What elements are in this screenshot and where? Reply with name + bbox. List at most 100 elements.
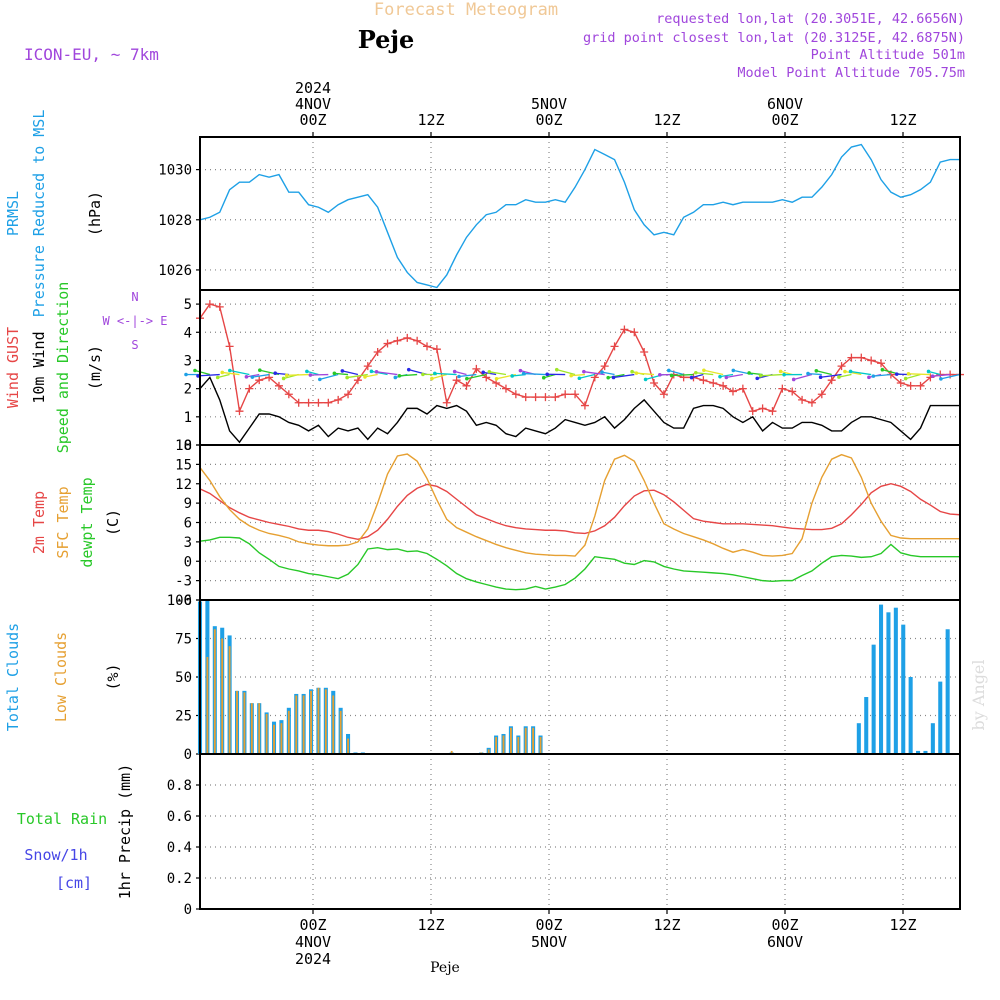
gust-marker (650, 379, 659, 387)
y-tick-label: 0 (184, 747, 192, 763)
precip-legend: [cm] (56, 874, 92, 892)
gust-marker (334, 395, 343, 404)
y-axis-title: Speed and Direction (54, 282, 72, 454)
wind-arrow-head (465, 376, 469, 381)
watermark: by Angel (969, 659, 988, 730)
low-cloud-bar (273, 724, 275, 754)
gust-marker (304, 398, 313, 407)
bottom-time-label: 12Z (417, 916, 444, 934)
wind-arrow (217, 373, 230, 379)
wind-arrow-head (843, 369, 847, 374)
wind-arrow-head (369, 369, 374, 374)
wind-arrow-head (340, 369, 345, 373)
low-cloud-bar (213, 629, 216, 754)
wind-arrow-head (694, 370, 698, 375)
low-cloud-bar (236, 690, 238, 754)
total-cloud-bar (886, 612, 891, 754)
bottom-time-label: 00Z (771, 916, 798, 934)
series-line-10m-wind (199, 376, 960, 444)
y-tick-label: -6 (175, 593, 192, 609)
gust-marker (413, 336, 422, 345)
wind-arrow-head (332, 371, 337, 376)
y-axis-labels: PRMSL Pressure Reduced to MSL (hPa) Wind GU… (4, 110, 168, 900)
top-time-label: 5NOV (531, 95, 567, 113)
wind-arrow (719, 373, 734, 378)
y-tick-label: -3 (175, 574, 192, 590)
top-time-label: 12Z (889, 111, 916, 129)
top-time-label: 12Z (653, 111, 680, 129)
gust-marker (344, 390, 353, 399)
gust-marker (245, 384, 254, 393)
wind-arrow (371, 370, 388, 376)
gust-marker (235, 407, 244, 416)
gust-marker (768, 407, 777, 416)
gust-marker (423, 342, 432, 351)
gust-marker (314, 398, 323, 407)
low-cloud-bar (487, 749, 490, 754)
panel-pressure: 1026 1028 1030 (158, 136, 961, 291)
wind-arrow-head (606, 375, 610, 380)
y-tick-label: 3 (184, 353, 192, 369)
bottom-time-label: 12Z (653, 916, 680, 934)
wind-arrow-head (666, 368, 671, 373)
wind-arrow-head (250, 375, 255, 379)
wind-arrow (286, 373, 309, 376)
y-tick-label: 12 (175, 477, 192, 493)
wind-arrow-head (669, 373, 674, 378)
gust-marker (215, 302, 224, 311)
wind-arrow (434, 372, 457, 376)
gust-marker (501, 384, 510, 393)
low-cloud-bar (310, 690, 312, 754)
wind-arrow-head (244, 375, 249, 379)
total-cloud-bar (916, 750, 921, 754)
y-axis-title: (m/s) (86, 345, 104, 390)
wind-arrow-head (724, 375, 729, 380)
top-time-label: 00Z (535, 111, 562, 129)
footer-location: Peje (430, 960, 460, 976)
bottom-time-label: 5NOV (531, 933, 567, 951)
low-cloud-bar (228, 646, 231, 754)
gust-marker (807, 398, 816, 407)
gust-marker (877, 359, 886, 368)
wind-arrow (636, 372, 655, 376)
wind-arrow (399, 373, 418, 377)
wind-arrow (928, 370, 941, 376)
wind-arrow-head (806, 371, 810, 376)
top-time-label: 4NOV (295, 95, 331, 113)
low-cloud-bar (317, 687, 320, 754)
bottom-time-label: 2024 (295, 950, 331, 968)
y-tick-label: 0 (184, 438, 192, 454)
gust-marker (640, 348, 649, 356)
wind-arrow (252, 373, 270, 378)
y-tick-label: 1030 (158, 163, 192, 179)
requested-coords: requested lon,lat (20.3051E, 42.6656N) (656, 11, 965, 27)
wind-arrow-head (837, 375, 841, 379)
y-axis-title: (C) (104, 509, 122, 536)
total-cloud-bar (864, 697, 869, 754)
total-cloud-bar (908, 677, 913, 754)
model-altitude: Model Point Altitude 705.75m (737, 65, 965, 81)
low-cloud-bar (250, 703, 253, 754)
low-cloud-bar (517, 737, 520, 754)
series-line-dewpt-temp (199, 536, 960, 591)
gust-marker (294, 398, 303, 407)
y-tick-label: 0.4 (167, 840, 192, 856)
wind-arrow (194, 369, 211, 376)
gust-marker (561, 390, 570, 399)
wind-arrow-head (747, 371, 751, 375)
low-cloud-bar (539, 737, 542, 754)
wind-arrow-head (871, 374, 876, 378)
total-cloud-bar (901, 624, 906, 754)
precip-legend: Total Rain (17, 810, 107, 828)
model-label: ICON-EU, ~ 7km (24, 45, 159, 64)
wind-arrow-head (731, 368, 736, 373)
low-cloud-bar (495, 737, 498, 754)
wind-arrow-head (657, 373, 662, 377)
wind-arrow-head (689, 375, 694, 380)
gust-marker (393, 336, 402, 345)
low-cloud-bar (332, 695, 335, 754)
wind-arrow (668, 369, 684, 376)
gust-marker (472, 364, 481, 373)
gust-marker (324, 398, 333, 407)
wind-arrow-head (939, 377, 943, 381)
